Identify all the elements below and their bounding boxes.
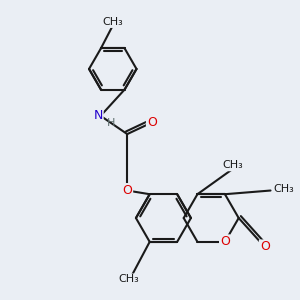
Text: O: O [260,241,270,254]
Text: O: O [122,184,132,197]
Text: CH₃: CH₃ [273,184,294,194]
Text: CH₃: CH₃ [102,17,123,27]
Text: O: O [147,116,157,129]
Text: CH₃: CH₃ [118,274,139,284]
Text: N: N [94,109,103,122]
Text: H: H [107,118,116,128]
Text: CH₃: CH₃ [223,160,243,170]
Text: O: O [220,235,230,248]
